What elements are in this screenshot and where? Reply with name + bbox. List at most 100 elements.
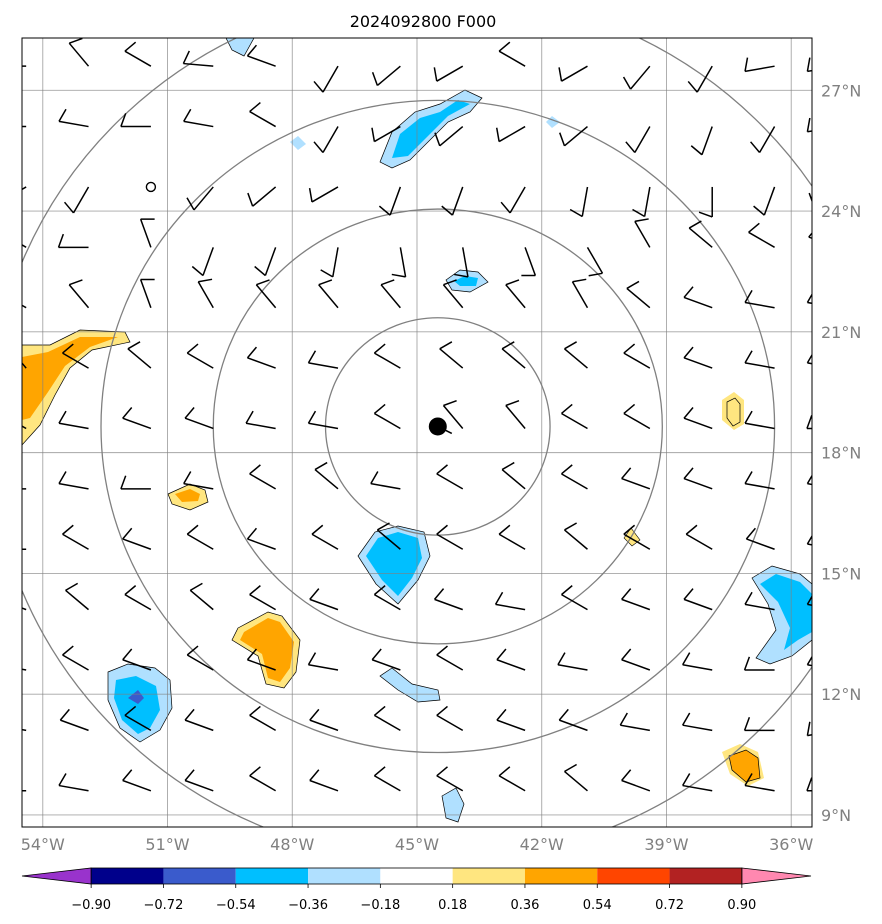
wind-barb-flag: [505, 400, 520, 407]
wind-barb-staff: [505, 405, 526, 429]
colorbar-tick-label: −0.72: [144, 898, 184, 913]
wind-barb: [806, 57, 812, 73]
wind-barb-staff: [561, 593, 588, 611]
wind-barb-flag: [127, 341, 141, 350]
lon-label: 51°W: [145, 835, 189, 854]
wind-barb-flag: [496, 708, 507, 721]
wind-barb: [496, 648, 526, 671]
wind-barb: [318, 279, 339, 309]
wind-barb-flag: [0, 476, 1, 489]
wind-barb: [744, 57, 775, 73]
wind-barb-staff: [682, 664, 713, 671]
wind-barb-flag: [120, 475, 127, 490]
wind-barb-staff: [399, 247, 407, 278]
wind-barb: [139, 218, 155, 248]
wind-barb: [127, 341, 152, 369]
wind-barb-staff: [439, 125, 464, 147]
wind-barb: [621, 769, 651, 792]
wind-barb: [744, 471, 775, 490]
wind-barb: [246, 648, 276, 671]
wind-barb: [371, 65, 401, 87]
wind-barb-flag: [122, 407, 133, 419]
wind-barb-staff: [744, 422, 775, 430]
shaded-region-small-blip-a: [290, 136, 306, 150]
wind-barb-flag: [619, 712, 628, 726]
wind-barb-staff: [58, 784, 89, 792]
wind-barb-flag: [753, 205, 765, 216]
wind-barb-staff: [643, 186, 651, 217]
wind-barb: [806, 534, 812, 546]
wind-barb-flag: [318, 279, 333, 286]
colorbar-swatch: [163, 868, 236, 884]
wind-barb: [561, 585, 588, 611]
wind-barb-staff: [124, 50, 152, 67]
wind-barb-flag: [183, 471, 192, 485]
wind-barb-staff: [186, 352, 214, 369]
wind-barb-flag: [564, 522, 577, 531]
wind-barb-flag: [496, 648, 507, 661]
wind-barb-flag: [58, 108, 67, 122]
wind-barb-staff: [249, 775, 277, 792]
wind-barb-staff: [696, 65, 713, 93]
wind-barb: [184, 769, 214, 792]
wind-barb-flag: [373, 403, 386, 415]
wind-barb-staff: [58, 422, 89, 430]
wind-barb: [63, 186, 90, 214]
wind-barb-staff: [127, 348, 152, 369]
wind-barb: [626, 280, 651, 309]
wind-barb: [561, 464, 588, 490]
wind-barb-staff: [122, 659, 152, 671]
wind-barb-flag: [307, 652, 317, 666]
wind-barb: [246, 346, 276, 369]
wind-barb-staff: [621, 659, 651, 671]
wind-barb-staff: [586, 246, 604, 274]
wind-barb: [454, 247, 469, 278]
wind-barb-staff: [746, 538, 775, 550]
wind-barb-staff: [626, 287, 651, 309]
wind-barb: [249, 766, 277, 792]
colorbar-tick-label: 0.54: [583, 898, 612, 913]
wind-barb: [623, 343, 651, 369]
wind-barb: [688, 220, 713, 248]
wind-barb-staff: [65, 589, 90, 611]
wind-barb: [313, 65, 339, 93]
wind-barb-staff: [758, 126, 776, 153]
colorbar-swatch: [524, 868, 598, 884]
wind-barb: [186, 343, 214, 369]
wind-barb-staff: [621, 477, 651, 490]
wind-barb-flag: [373, 766, 386, 777]
wind-barb: [373, 403, 401, 430]
wind-barb-flag: [256, 279, 270, 286]
wind-barb-staff: [255, 284, 277, 309]
wind-barb: [122, 527, 152, 550]
wind-barb-staff: [184, 417, 214, 430]
wind-barb-staff: [744, 301, 775, 309]
wind-barb-staff: [139, 218, 152, 248]
wind-barb-flag: [501, 341, 515, 350]
wind-barb-flag: [621, 467, 632, 480]
wind-barb: [745, 527, 775, 550]
wind-barb-staff: [374, 412, 401, 430]
wind-barb-staff: [434, 598, 463, 611]
wind-barb-flag: [254, 265, 266, 277]
wind-barb: [314, 461, 339, 490]
gridlines: [22, 38, 812, 827]
wind-barb: [434, 125, 464, 147]
wind-barb-flag: [683, 588, 694, 600]
wind-barb-staff: [124, 714, 152, 732]
wind-barb: [247, 186, 277, 207]
wind-barb-staff: [683, 417, 713, 430]
wind-barb-flag: [124, 705, 137, 716]
contour-fills: [22, 38, 812, 823]
wind-barb: [634, 218, 651, 248]
wind-barb-staff: [744, 482, 775, 490]
wind-barb-flag: [0, 113, 1, 126]
wind-barb: [442, 279, 464, 309]
wind-barb-flag: [806, 117, 811, 132]
wind-barb: [557, 652, 588, 671]
wind-barb-staff: [332, 247, 339, 278]
wind-barb-flag: [685, 524, 698, 535]
wind-barb-staff: [370, 482, 401, 490]
wind-barb-staff: [249, 593, 277, 611]
colorbar-tick-label: −0.54: [216, 898, 256, 913]
